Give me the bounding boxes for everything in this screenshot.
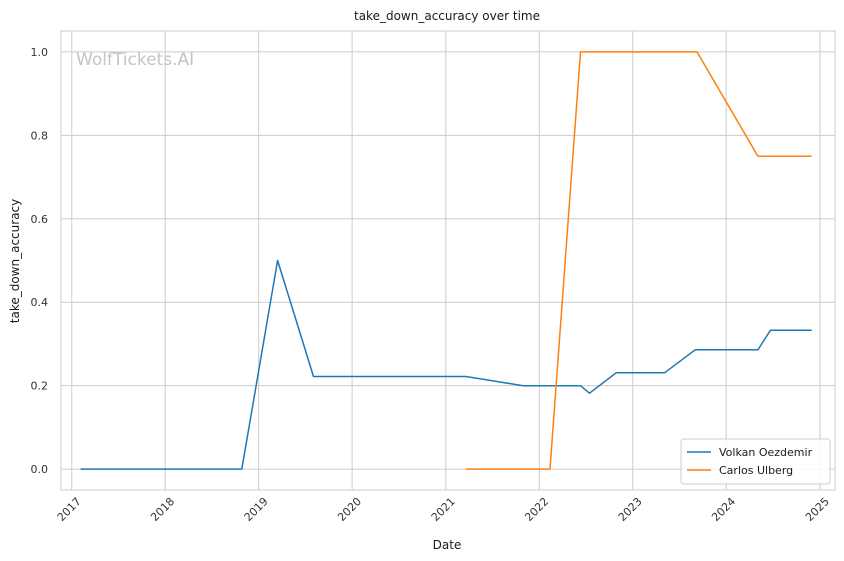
x-tick-label: 2020: [335, 495, 364, 524]
y-tick-label: 0.4: [31, 296, 49, 309]
y-tick-label: 1.0: [31, 46, 49, 59]
chart-title: take_down_accuracy over time: [354, 9, 540, 23]
x-tick-label: 2023: [616, 495, 645, 524]
series-line-volkan-oezdemir: [80, 259, 812, 470]
y-axis-label: take_down_accuracy: [8, 199, 22, 323]
series-lines: [80, 51, 812, 470]
x-tick-label: 2025: [803, 495, 832, 524]
grid: [61, 31, 835, 490]
x-tick-label: 2017: [55, 495, 84, 524]
y-tick-label: 0.2: [31, 380, 49, 393]
x-axis-label: Date: [433, 538, 462, 552]
y-tick-label: 0.8: [31, 129, 49, 142]
x-tick-label: 2018: [148, 495, 177, 524]
legend-label: Carlos Ulberg: [719, 464, 793, 477]
legend: Volkan Oezdemir Carlos Ulberg: [680, 438, 831, 485]
x-tick-label: 2019: [242, 495, 271, 524]
series-line-carlos-ulberg: [465, 51, 812, 470]
legend-label: Volkan Oezdemir: [719, 446, 813, 459]
plot-area: [60, 30, 836, 491]
y-tick-labels: 0.0 0.2 0.4 0.6 0.8 1.0: [31, 46, 49, 476]
y-tick-label: 0.0: [31, 463, 49, 476]
x-tick-label: 2021: [429, 495, 458, 524]
legend-box: [680, 438, 831, 485]
x-tick-labels: 2017 2018 2019 2020 2021 2022 2023 2024 2025: [55, 495, 832, 524]
watermark: WolfTickets.AI: [76, 50, 194, 70]
y-tick-label: 0.6: [31, 213, 49, 226]
x-tick-label: 2024: [709, 495, 738, 524]
x-tick-label: 2022: [522, 495, 551, 524]
